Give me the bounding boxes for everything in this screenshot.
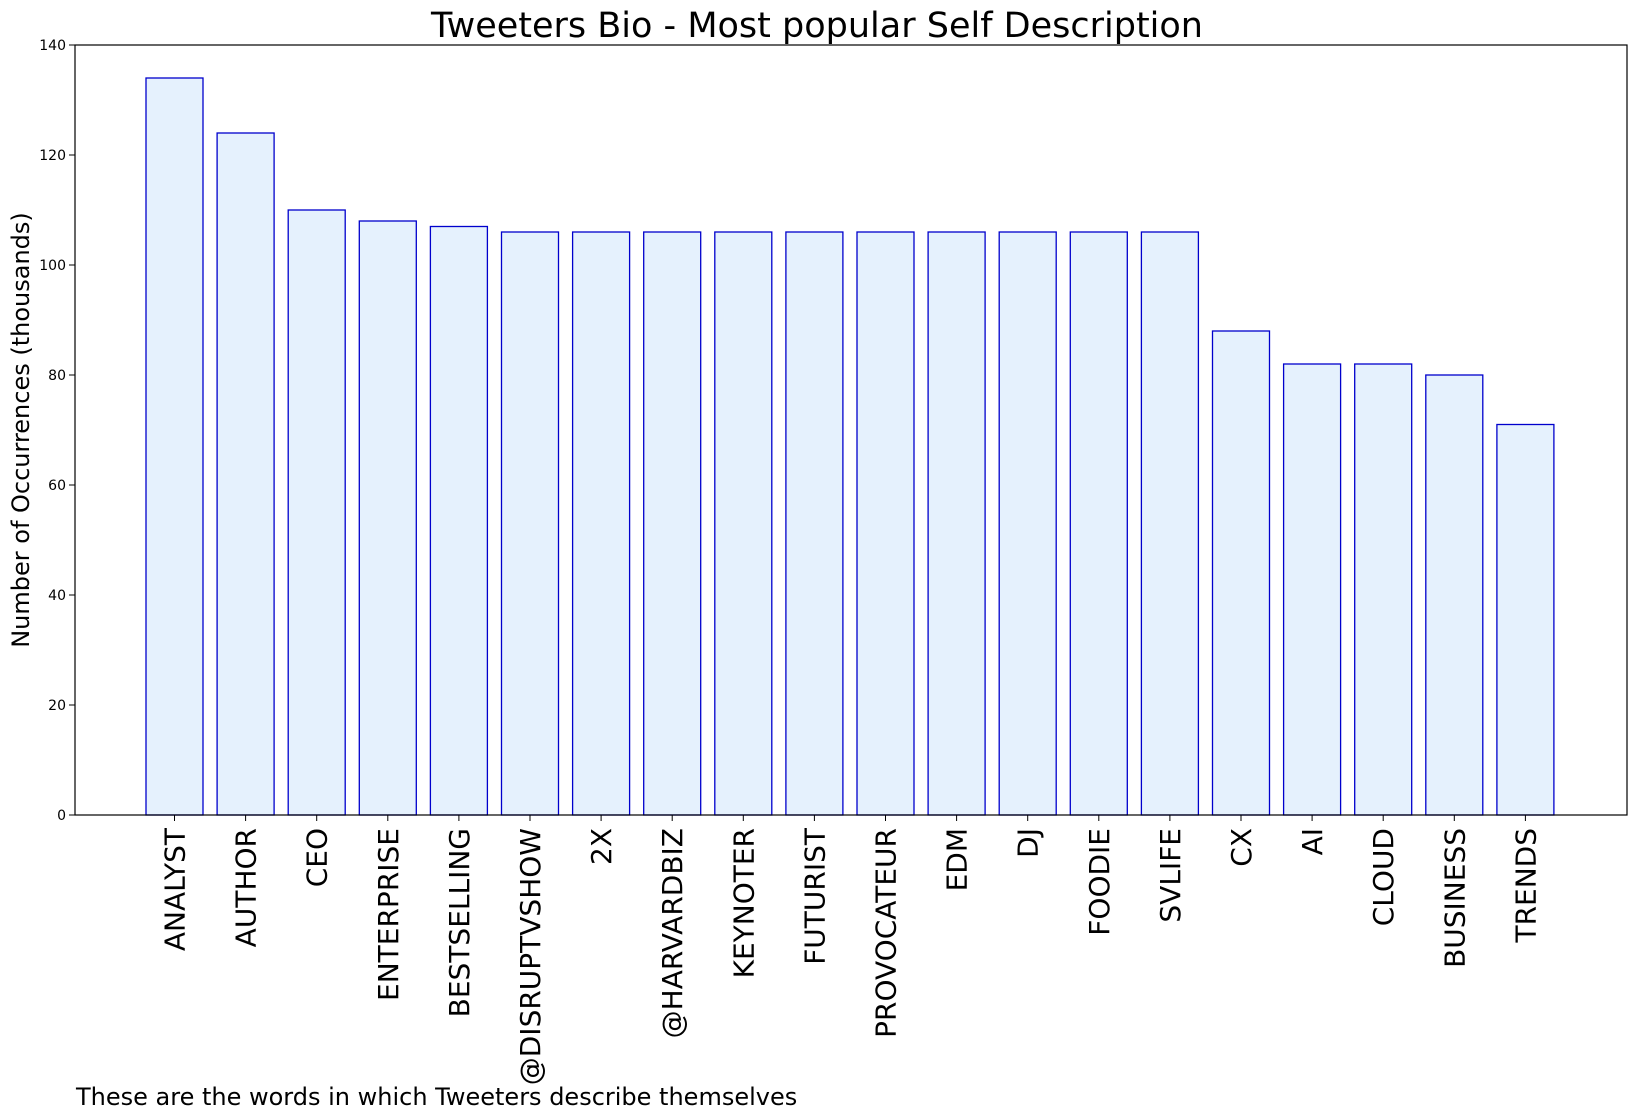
x-tick-label: CX: [1225, 828, 1258, 867]
bars-group: [145, 77, 1555, 816]
y-tick-label: 100: [39, 258, 66, 274]
x-tick-label: BESTSELLING: [443, 828, 476, 1017]
y-tick-label: 60: [48, 478, 66, 494]
chart-title: Tweeters Bio - Most popular Self Descrip…: [430, 6, 1203, 46]
x-tick-label: BUSINESS: [1438, 828, 1471, 968]
x-tick-label: PROVOCATEUR: [870, 828, 903, 1038]
x-tick-label: AUTHOR: [230, 828, 263, 947]
y-axis-label: Number of Occurrences (thousands): [7, 212, 35, 648]
bar-keynoter: [714, 231, 773, 816]
bar-2x: [571, 231, 631, 816]
bar-disruptvshow: [500, 231, 560, 816]
x-tick-label: EDM: [941, 828, 974, 891]
y-tick-label: 20: [48, 698, 66, 714]
bar-futurist: [785, 231, 844, 816]
bar-edm: [927, 231, 986, 816]
y-tick-label: 140: [39, 38, 66, 54]
bar-dj: [998, 231, 1057, 816]
x-tick-label: TRENDS: [1509, 828, 1542, 944]
x-tick-label: DJ: [1012, 828, 1045, 858]
bar-cloud: [1354, 363, 1413, 816]
x-tick-label: ANALYST: [159, 827, 192, 951]
bar-foodie: [1069, 231, 1128, 816]
bar-cx: [1211, 330, 1271, 816]
y-tick-label: 80: [48, 368, 66, 384]
x-tick-label: CEO: [301, 828, 334, 887]
x-tick-label: ENTERPRISE: [372, 828, 405, 1001]
plot-area-frame: [74, 44, 1628, 816]
bar-bestselling: [429, 225, 489, 816]
bar-business: [1425, 374, 1484, 816]
x-tick-label: CLOUD: [1367, 828, 1400, 926]
x-tick-label: KEYNOTER: [727, 828, 760, 978]
x-tick-label: FUTURIST: [798, 827, 831, 965]
chart-caption: These are the words in which Tweeters de…: [75, 1083, 797, 1111]
bar-provocateur: [856, 231, 915, 816]
x-tick-label: SVLIFE: [1154, 828, 1187, 923]
x-tick-label: FOODIE: [1083, 828, 1116, 936]
bar-trends: [1496, 423, 1555, 816]
y-tick-label: 40: [48, 588, 66, 604]
y-ticks-group: 0 20 40 60 80 100 120 140: [39, 38, 75, 824]
bar-svlife: [1140, 231, 1200, 816]
bar-author: [216, 132, 275, 816]
bar-enterprise: [358, 220, 417, 816]
bar-ai: [1282, 363, 1342, 816]
x-ticks-group: ANALYST AUTHOR CEO ENTERPRISE BESTSELLING @DI…: [159, 815, 1542, 1085]
bar-analyst: [145, 77, 204, 816]
y-tick-label: 0: [57, 808, 66, 824]
x-tick-label: @HARVARDBIZ: [656, 828, 689, 1038]
x-tick-label: 2X: [585, 828, 618, 865]
x-tick-label: @DISRUPTVSHOW: [514, 828, 547, 1085]
bar-harvardbiz: [643, 231, 702, 816]
bar-ceo: [287, 209, 346, 816]
y-tick-label: 120: [39, 148, 66, 164]
x-tick-label: AI: [1296, 828, 1329, 855]
